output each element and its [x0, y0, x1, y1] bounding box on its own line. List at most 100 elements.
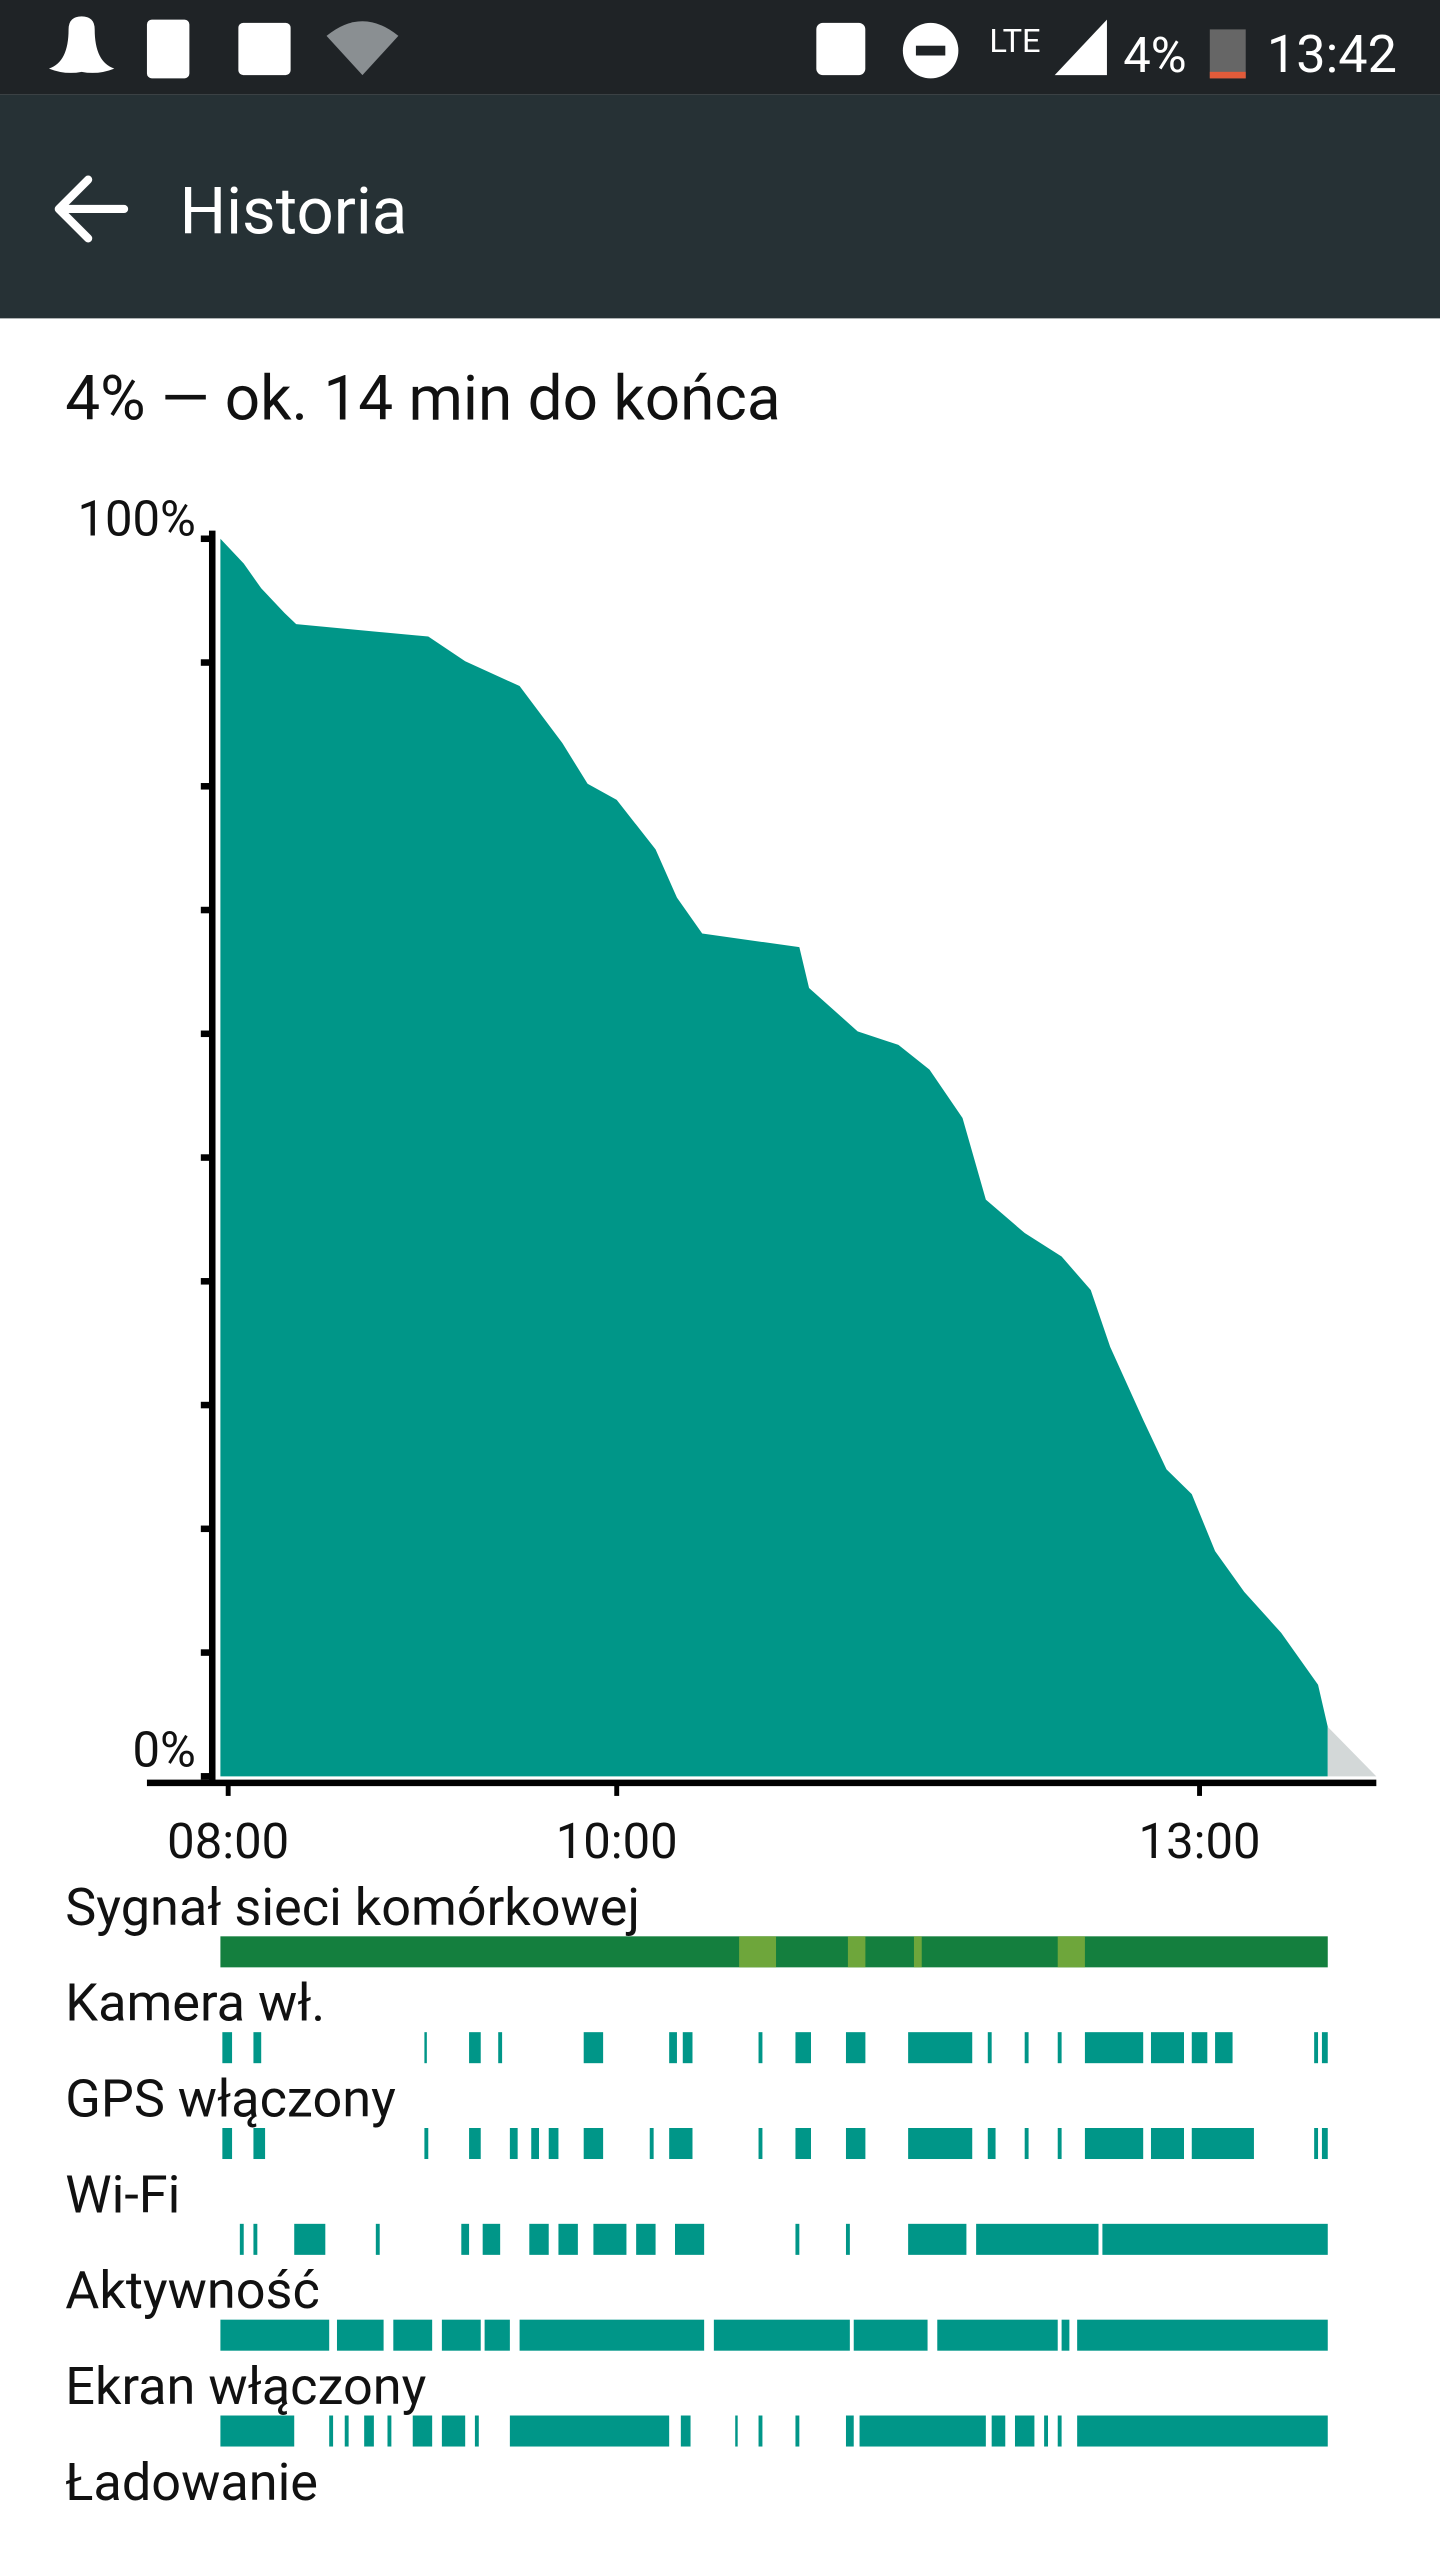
timeline-segment	[675, 2223, 705, 2255]
timeline-segment	[1077, 2415, 1328, 2447]
timeline-label: Sygnał sieci komórkowej	[65, 1877, 640, 1938]
timeline-segment	[1314, 2032, 1319, 2064]
timeline-segment	[509, 2415, 670, 2447]
timeline-segment	[548, 2128, 559, 2160]
timeline-segment	[669, 2128, 693, 2160]
timeline-segment	[795, 2223, 800, 2255]
timeline-segment	[253, 2128, 266, 2160]
alert-icon	[146, 19, 190, 79]
timeline-segment	[461, 2223, 470, 2255]
timeline-segment	[387, 2415, 392, 2447]
x-tick-label: 10:00	[556, 1813, 678, 1870]
timeline-segment	[976, 2223, 1099, 2255]
timeline-segment	[758, 2032, 763, 2064]
battery-summary: 4% — ok. 14 min do końca	[65, 363, 780, 436]
timeline-segment	[758, 2128, 763, 2160]
timeline-segment	[509, 2128, 518, 2160]
snapchat-icon	[48, 16, 115, 73]
timeline-segment	[469, 2032, 481, 2064]
timeline-segment	[220, 2319, 330, 2351]
timeline-segment	[593, 2223, 627, 2255]
timeline-segment	[1150, 2032, 1184, 2064]
timeline-segment	[908, 2223, 967, 2255]
timeline-segment	[845, 2415, 854, 2447]
timeline-segment	[529, 2223, 549, 2255]
timeline-label: Ekran włączony	[65, 2356, 426, 2417]
timeline-segment	[424, 2032, 427, 2064]
timeline-segment	[987, 2128, 996, 2160]
timeline-segment	[1044, 2415, 1049, 2447]
timeline-segment	[412, 2415, 433, 2447]
timeline-segment	[1150, 2128, 1184, 2160]
timeline-segment	[908, 2128, 973, 2160]
timeline-segment	[222, 2032, 233, 2064]
timeline-segment	[847, 1936, 866, 1968]
timeline-segment	[498, 2032, 503, 2064]
timeline-segment	[1024, 2032, 1029, 2064]
timeline-segment	[558, 2223, 578, 2255]
timeline-segment	[845, 2032, 866, 2064]
timeline-segment	[519, 2319, 705, 2351]
y-tick-label: 100%	[77, 491, 195, 548]
back-button[interactable]	[54, 175, 129, 243]
timeline-segment	[253, 2223, 258, 2255]
timeline-segment	[758, 2415, 763, 2447]
timeline-segment	[1061, 2319, 1070, 2351]
timeline-segment	[294, 2223, 326, 2255]
timeline-segment	[469, 2128, 481, 2160]
timeline-segment	[1057, 2128, 1062, 2160]
timeline-segment	[680, 2415, 691, 2447]
timeline-segment	[1215, 2032, 1233, 2064]
timeline-segment	[795, 2032, 811, 2064]
dnd-bar	[915, 45, 946, 56]
timeline-segment	[1084, 2032, 1144, 2064]
timeline-segment	[482, 2223, 501, 2255]
timeline-label: Kamera wł.	[65, 1973, 325, 2034]
timeline-segment	[329, 2415, 334, 2447]
timeline-segment	[795, 2415, 800, 2447]
timeline-segment	[1321, 2128, 1328, 2160]
timeline-segment	[424, 2128, 429, 2160]
timeline-segment	[636, 2223, 656, 2255]
timeline-segment	[937, 2319, 1058, 2351]
timeline-segment	[484, 2319, 510, 2351]
timeline-segment	[336, 2319, 384, 2351]
timeline-segment	[853, 2319, 928, 2351]
timeline-segment	[991, 2415, 1006, 2447]
timeline-segment	[845, 2128, 866, 2160]
image-icon	[238, 22, 291, 76]
timeline-segment	[859, 2415, 986, 2447]
x-tick-label: 13:00	[1139, 1813, 1261, 1870]
app-title: Historia	[180, 172, 408, 249]
timeline-label: Aktywność	[65, 2260, 320, 2321]
timeline-segment	[239, 2223, 244, 2255]
x-tick-label: 08:00	[167, 1813, 289, 1870]
timeline-segment	[474, 2415, 479, 2447]
timeline-segment	[583, 2128, 604, 2160]
timeline-segment	[1057, 2032, 1062, 2064]
timeline-segment	[845, 2223, 850, 2255]
timeline-label: Wi-Fi	[65, 2164, 180, 2225]
timeline-segment	[1057, 1936, 1085, 1968]
timeline-segment	[253, 2032, 262, 2064]
timeline-segment	[441, 2319, 481, 2351]
timeline-segment	[441, 2415, 466, 2447]
timeline-label: GPS włączony	[65, 2069, 396, 2130]
battery-area	[220, 538, 1328, 1777]
timeline-segment	[1014, 2415, 1035, 2447]
nfc-icon	[816, 22, 866, 76]
wifi-icon	[326, 21, 399, 76]
timeline-segment	[344, 2415, 349, 2447]
timeline-segment	[531, 2128, 540, 2160]
timeline-segment	[987, 2032, 992, 2064]
app-bar	[0, 94, 1440, 319]
battery-icon	[1209, 29, 1246, 79]
clock: 13:42	[1267, 24, 1397, 85]
timeline-segment	[220, 2415, 295, 2447]
timeline-label: Ładowanie	[65, 2452, 318, 2513]
timeline-segment	[795, 2128, 811, 2160]
estimate-area	[1327, 1726, 1377, 1777]
timeline-segment	[682, 2032, 693, 2064]
timeline-segment	[913, 1936, 922, 1968]
